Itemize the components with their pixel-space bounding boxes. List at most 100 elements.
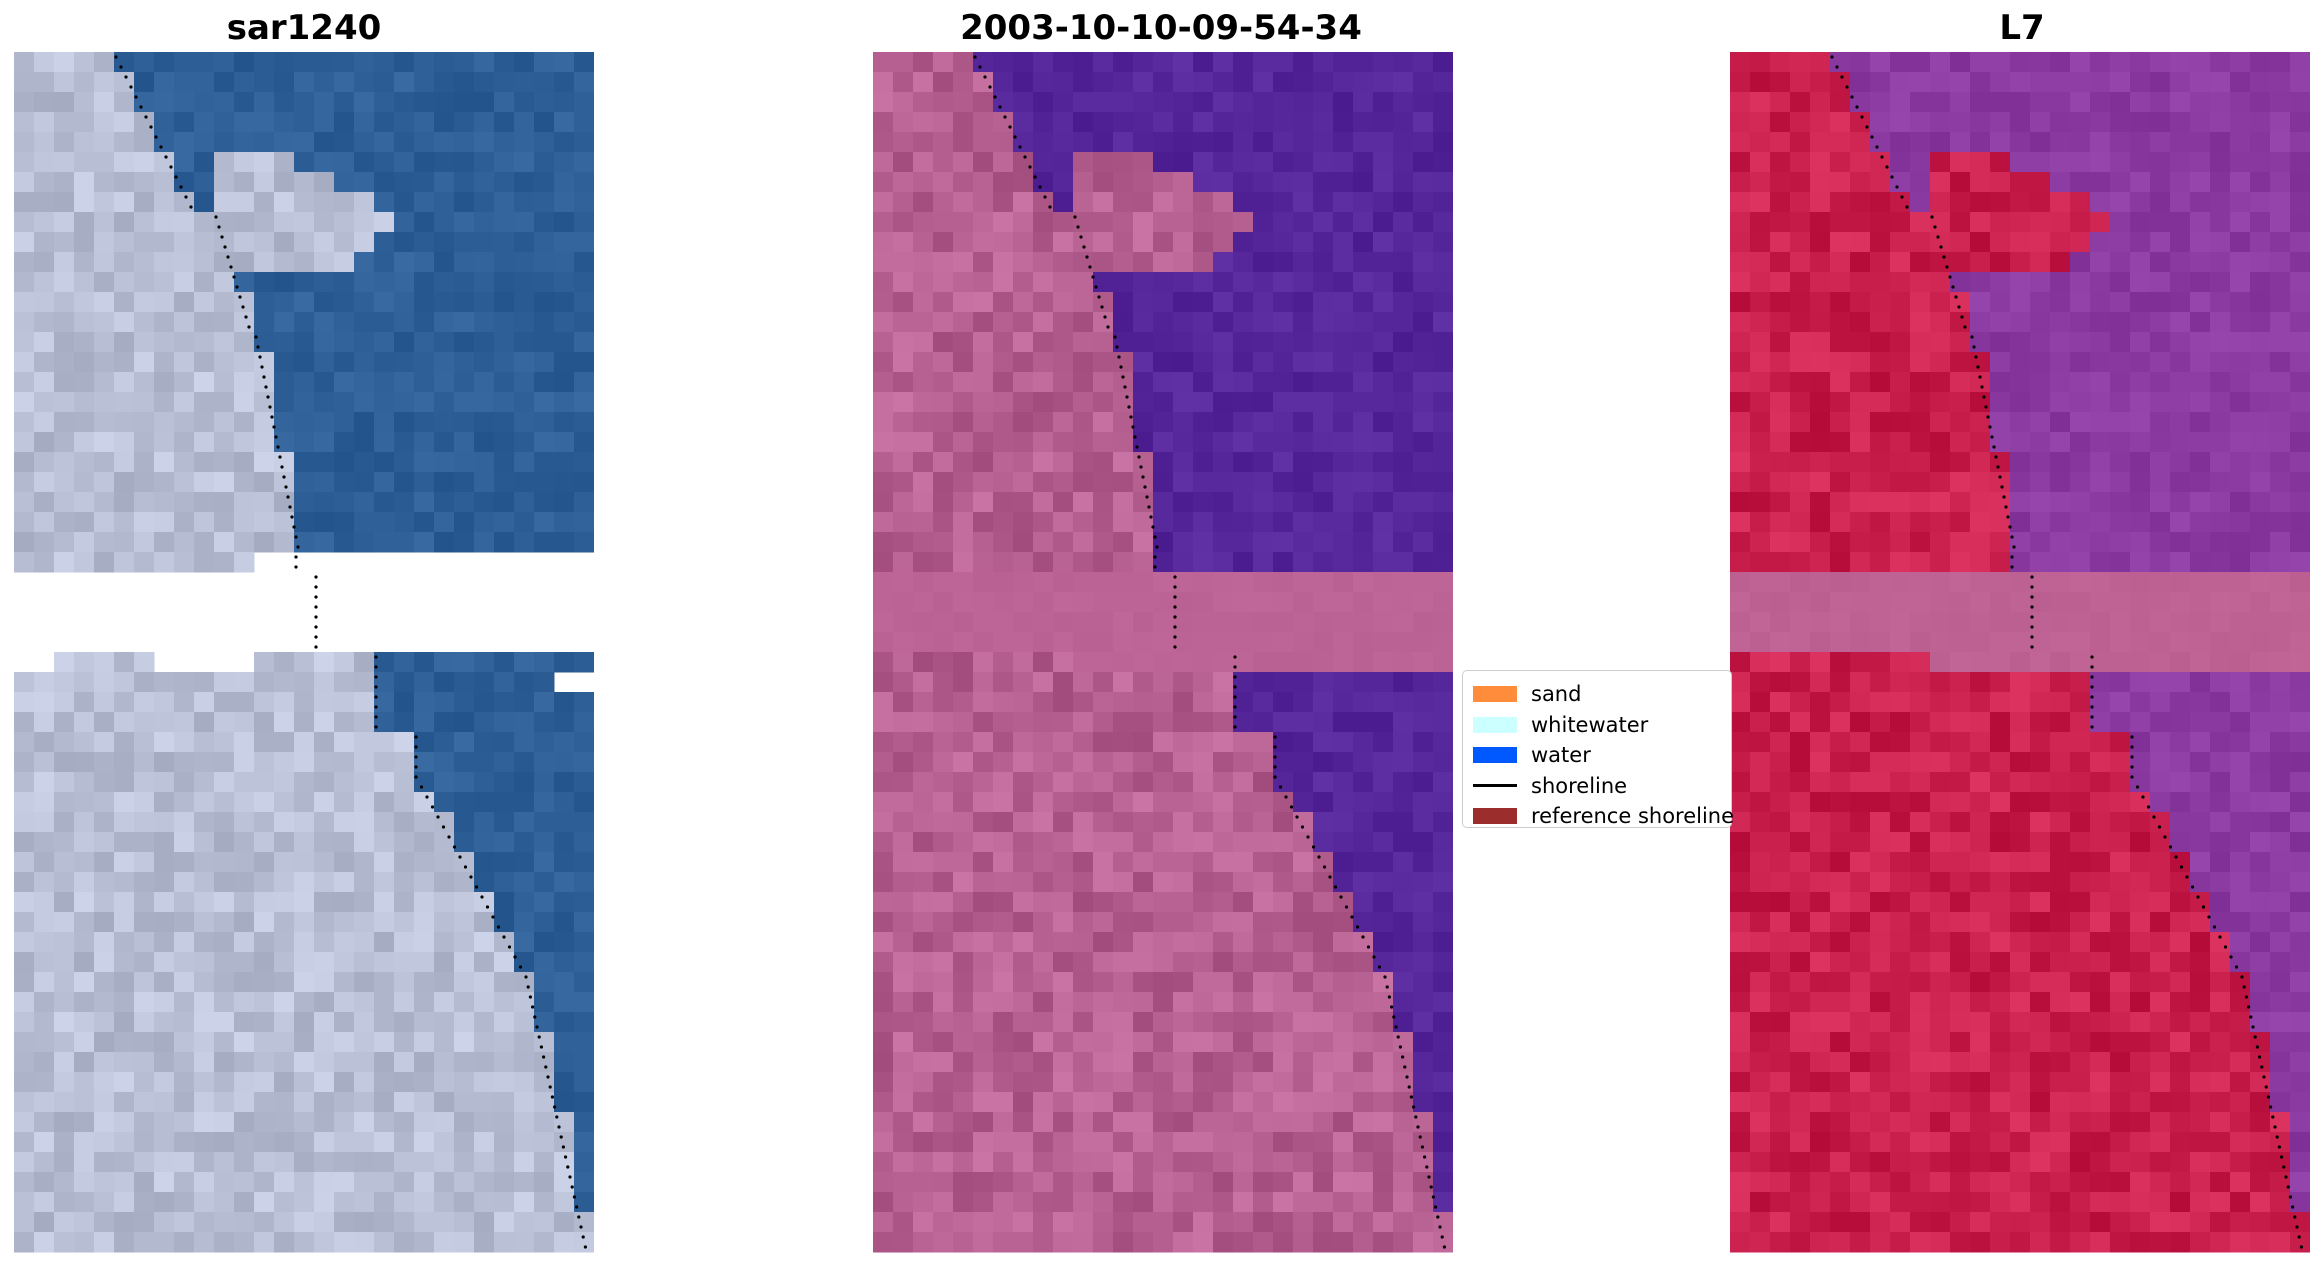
- image-pixel: [214, 552, 235, 573]
- image-pixel: [2270, 612, 2291, 633]
- image-pixel: [354, 452, 375, 473]
- image-pixel: [1073, 212, 1094, 233]
- image-pixel: [2230, 772, 2251, 793]
- image-pixel: [1730, 532, 1751, 553]
- image-pixel: [54, 372, 75, 393]
- image-pixel: [274, 72, 295, 93]
- image-pixel: [913, 332, 934, 353]
- image-pixel: [474, 332, 495, 353]
- image-pixel: [434, 1232, 455, 1253]
- image-pixel: [1313, 1092, 1334, 1113]
- image-pixel: [2130, 672, 2151, 693]
- image-pixel: [214, 792, 235, 813]
- image-pixel: [2270, 752, 2291, 773]
- image-pixel: [54, 232, 75, 253]
- image-pixel: [1393, 772, 1414, 793]
- image-pixel: [194, 372, 215, 393]
- image-pixel: [214, 192, 235, 213]
- image-pixel: [2090, 972, 2111, 993]
- image-pixel: [2290, 952, 2310, 973]
- image-pixel: [2290, 812, 2310, 833]
- image-pixel: [2010, 492, 2031, 513]
- image-pixel: [1790, 252, 1811, 273]
- image-pixel: [1970, 852, 1991, 873]
- image-pixel: [1373, 272, 1394, 293]
- image-pixel: [1730, 512, 1751, 533]
- image-pixel: [1970, 652, 1991, 673]
- image-pixel: [1013, 732, 1034, 753]
- image-pixel: [1433, 652, 1453, 673]
- image-pixel: [94, 772, 115, 793]
- image-pixel: [54, 152, 75, 173]
- image-pixel: [953, 892, 974, 913]
- image-pixel: [2190, 92, 2211, 113]
- image-pixel: [2170, 912, 2191, 933]
- shoreline-dot: [1131, 425, 1135, 429]
- image-pixel: [1073, 832, 1094, 853]
- image-pixel: [94, 832, 115, 853]
- image-pixel: [893, 352, 914, 373]
- image-pixel: [1950, 992, 1971, 1013]
- image-pixel: [14, 932, 35, 953]
- image-pixel: [114, 452, 135, 473]
- image-pixel: [1233, 772, 1254, 793]
- image-pixel: [1950, 212, 1971, 233]
- image-pixel: [34, 752, 55, 773]
- image-pixel: [394, 792, 415, 813]
- image-pixel: [1433, 732, 1453, 753]
- image-pixel: [1910, 292, 1931, 313]
- image-pixel: [234, 432, 255, 453]
- image-pixel: [1333, 1052, 1354, 1073]
- image-pixel: [913, 532, 934, 553]
- image-pixel: [194, 992, 215, 1013]
- image-pixel: [1233, 372, 1254, 393]
- image-pixel: [1013, 312, 1034, 333]
- image-pixel: [454, 1012, 475, 1033]
- image-pixel: [993, 552, 1014, 573]
- image-pixel: [14, 1172, 35, 1193]
- image-pixel: [2090, 172, 2111, 193]
- image-pixel: [474, 1192, 495, 1213]
- image-pixel: [1233, 252, 1254, 273]
- image-pixel: [494, 992, 515, 1013]
- image-pixel: [374, 972, 395, 993]
- image-pixel: [873, 172, 894, 193]
- image-pixel: [174, 672, 195, 693]
- image-pixel: [1253, 612, 1274, 633]
- image-pixel: [953, 92, 974, 113]
- image-pixel: [454, 932, 475, 953]
- image-pixel: [1233, 1012, 1254, 1033]
- image-pixel: [2170, 232, 2191, 253]
- shoreline-dot: [978, 65, 982, 69]
- image-pixel: [1910, 592, 1931, 613]
- image-pixel: [1730, 992, 1751, 1013]
- image-pixel: [494, 92, 515, 113]
- image-pixel: [973, 672, 994, 693]
- image-pixel: [1033, 772, 1054, 793]
- image-pixel: [2030, 812, 2051, 833]
- image-pixel: [34, 832, 55, 853]
- image-pixel: [1433, 992, 1453, 1013]
- image-pixel: [534, 732, 555, 753]
- image-pixel: [534, 472, 555, 493]
- image-pixel: [574, 412, 594, 433]
- image-pixel: [254, 212, 275, 233]
- image-pixel: [1950, 372, 1971, 393]
- image-pixel: [2010, 1012, 2031, 1033]
- image-pixel: [274, 672, 295, 693]
- image-pixel: [1173, 512, 1194, 533]
- image-pixel: [2050, 352, 2071, 373]
- image-pixel: [973, 832, 994, 853]
- image-pixel: [1073, 732, 1094, 753]
- image-pixel: [474, 1032, 495, 1053]
- image-pixel: [1770, 252, 1791, 273]
- image-pixel: [1153, 1052, 1174, 1073]
- image-pixel: [2250, 452, 2271, 473]
- image-pixel: [94, 72, 115, 93]
- image-pixel: [1890, 172, 1911, 193]
- image-pixel: [534, 252, 555, 273]
- image-pixel: [474, 172, 495, 193]
- image-pixel: [1153, 512, 1174, 533]
- image-pixel: [1213, 932, 1234, 953]
- image-pixel: [933, 592, 954, 613]
